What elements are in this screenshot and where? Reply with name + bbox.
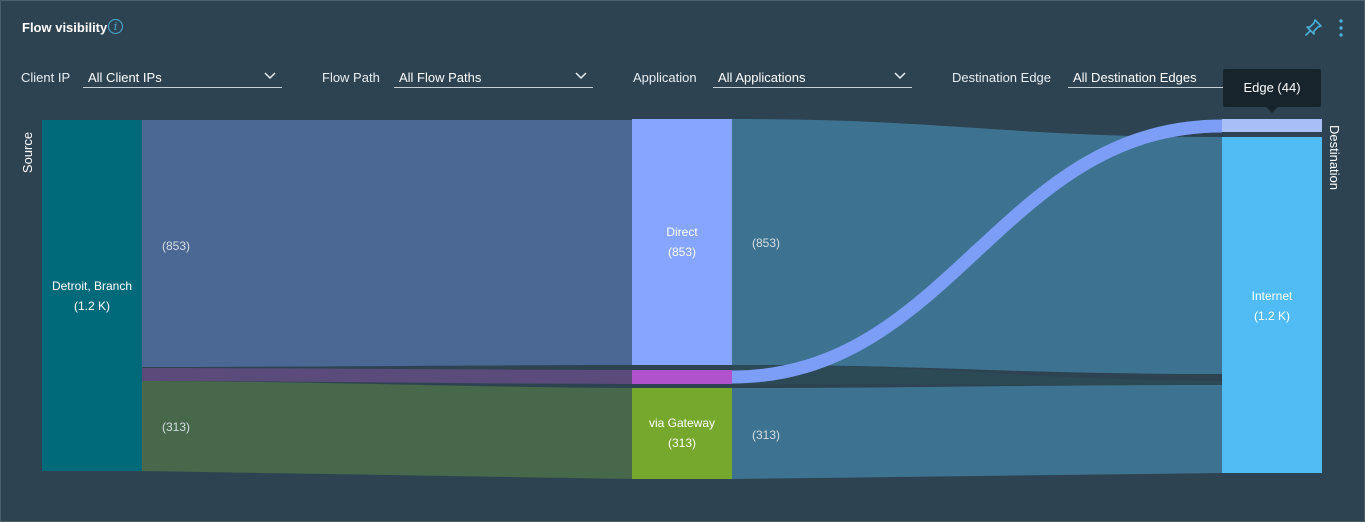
- node-label-source-count: (1.2 K): [74, 299, 110, 313]
- node-label-gateway-count: (313): [668, 436, 696, 450]
- pin-icon[interactable]: [1303, 18, 1323, 38]
- node-label-gateway-name: via Gateway: [649, 416, 715, 430]
- kebab-menu-icon[interactable]: [1334, 18, 1348, 38]
- chevron-down-icon: [575, 72, 587, 80]
- tooltip-arrow: [1266, 107, 1278, 113]
- node-other[interactable]: [632, 370, 732, 384]
- link-source-gateway[interactable]: [142, 381, 632, 479]
- flow-path-value: All Flow Paths: [399, 70, 482, 85]
- node-label-internet-name: Internet: [1252, 289, 1293, 303]
- node-direct[interactable]: [632, 119, 732, 365]
- application-label: Application: [633, 70, 697, 85]
- client-ip-value: All Client IPs: [88, 70, 162, 85]
- client-ip-select[interactable]: All Client IPs: [83, 65, 282, 88]
- link-source-other[interactable]: [142, 368, 632, 384]
- flow-path-select[interactable]: All Flow Paths: [394, 65, 593, 88]
- node-detroit-branch[interactable]: [42, 120, 142, 471]
- destination-edge-value: All Destination Edges: [1073, 70, 1197, 85]
- info-icon[interactable]: i: [108, 19, 123, 34]
- node-label-direct-count: (853): [668, 245, 696, 259]
- panel-title: Flow visibility: [22, 20, 108, 35]
- application-select[interactable]: All Applications: [713, 65, 912, 88]
- link-other-internet[interactable]: [732, 365, 1222, 385]
- client-ip-label: Client IP: [21, 70, 71, 85]
- link-source-direct[interactable]: [142, 120, 632, 367]
- application-value: All Applications: [718, 70, 806, 85]
- link-label-direct-internet: (853): [752, 236, 780, 250]
- node-label-internet-count: (1.2 K): [1254, 309, 1290, 323]
- node-label-direct-name: Direct: [666, 225, 698, 239]
- node-label-source-name: Detroit, Branch: [52, 279, 132, 293]
- flow-path-label: Flow Path: [322, 70, 380, 85]
- chevron-down-icon: [894, 72, 906, 80]
- link-gateway-internet[interactable]: [732, 385, 1222, 479]
- destination-edge-label: Destination Edge: [952, 70, 1052, 85]
- destination-edge-select[interactable]: All Destination Edges: [1068, 65, 1267, 88]
- link-label-source-direct: (853): [162, 239, 190, 253]
- node-via-gateway[interactable]: [632, 388, 732, 479]
- link-other-edge[interactable]: [731, 119, 1223, 384]
- chevron-down-icon: [264, 72, 276, 80]
- node-edge[interactable]: [1222, 119, 1322, 132]
- link-label-gateway-internet: (313): [752, 428, 780, 442]
- edge-tooltip: Edge (44): [1223, 69, 1321, 107]
- node-internet[interactable]: [1222, 137, 1322, 473]
- link-label-source-gateway: (313): [162, 420, 190, 434]
